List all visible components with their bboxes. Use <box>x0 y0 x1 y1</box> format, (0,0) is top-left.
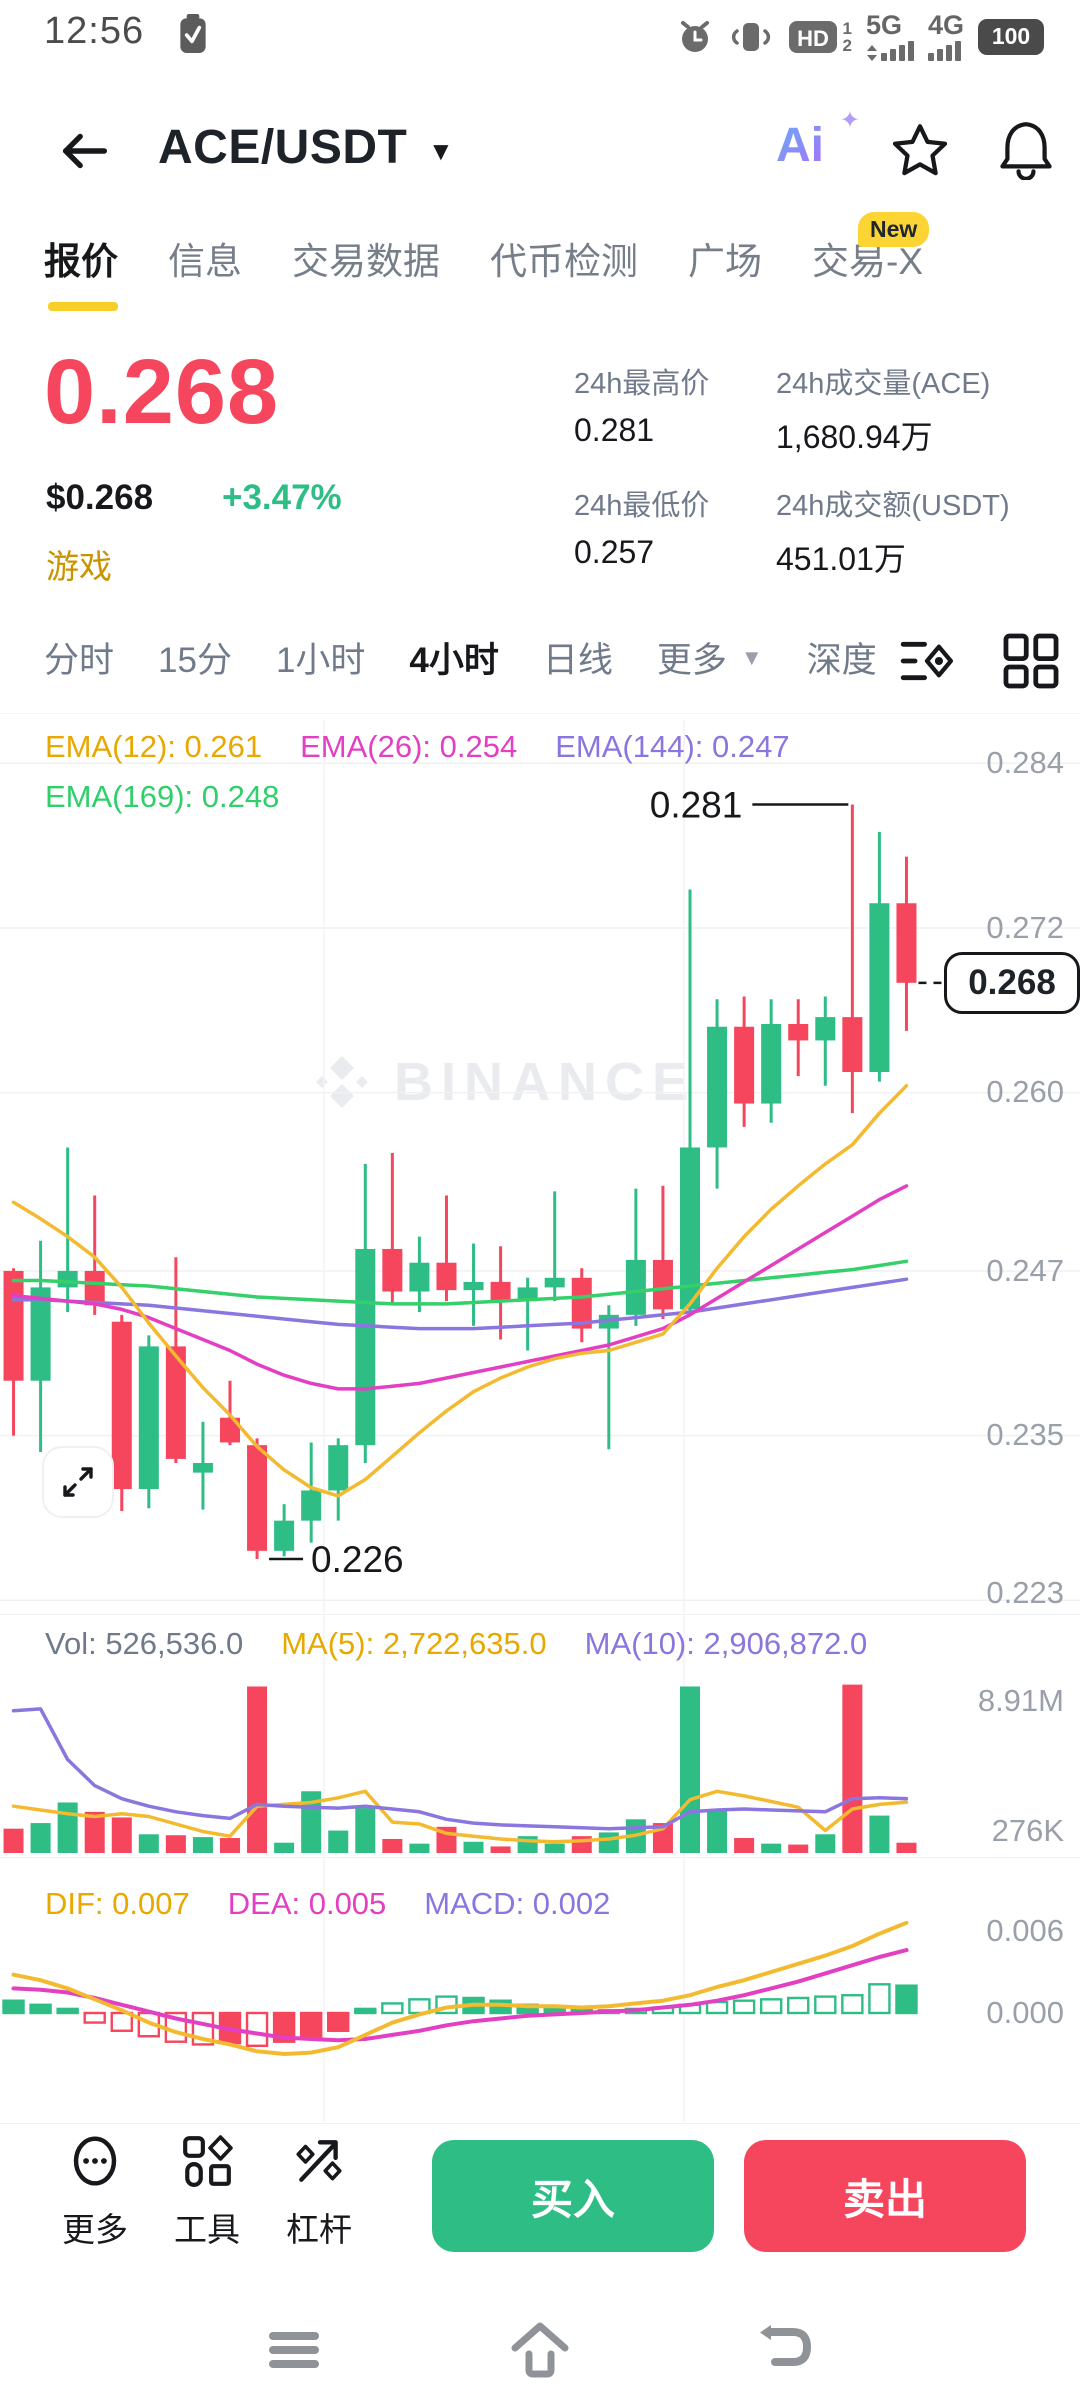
tab-quotes[interactable]: 报价 <box>44 241 118 282</box>
tools-button[interactable]: 工具 <box>152 2134 262 2251</box>
price-axis-tick: 0.223 <box>986 1575 1064 1610</box>
home-icon[interactable] <box>509 2322 571 2378</box>
vol-ma10-label: MA(10): 2,906,872.0 <box>584 1626 868 1661</box>
signal-5g-icon: 5G <box>866 12 914 61</box>
binance-watermark: BINANCE <box>310 1050 696 1114</box>
dif-label: DIF: 0.007 <box>45 1886 190 1921</box>
page-tabs: 报价 信息 交易数据 代币检测 广场 交易-X <box>44 236 923 288</box>
status-time: 12:56 <box>44 10 145 52</box>
ema26-label: EMA(26): 0.254 <box>300 729 518 764</box>
battery-check-icon <box>180 14 206 53</box>
alarm-clock-icon <box>680 20 709 52</box>
sell-button[interactable]: 卖出 <box>744 2140 1026 2252</box>
vol-label: Vol: 526,536.0 <box>45 1626 244 1661</box>
category-tag[interactable]: 游戏 <box>46 548 112 585</box>
binance-logo-icon <box>316 1056 368 1108</box>
tf-depth[interactable]: 深度 <box>806 641 877 680</box>
price-axis-tick: 0.284 <box>986 745 1064 780</box>
tf-4h[interactable]: 4小时 <box>409 641 499 680</box>
ema-legend-row1: EMA(12): 0.261 EMA(26): 0.254 EMA(144): … <box>45 729 790 765</box>
tf-more[interactable]: 更多 <box>656 641 727 680</box>
chart-area: BINANCE 0.281 0.226 EMA(12): 0.261 EMA(26… <box>0 713 1080 2124</box>
tab-trading-data[interactable]: 交易数据 <box>292 241 440 282</box>
pane-divider <box>0 1614 1080 1615</box>
ema12-label: EMA(12): 0.261 <box>45 729 263 764</box>
new-badge: New <box>858 212 930 247</box>
ema-legend-row2: EMA(169): 0.248 <box>45 779 279 815</box>
battery-icon: 100 <box>978 18 1044 55</box>
volume-axis-max: 8.91M <box>977 1683 1064 1718</box>
pane-divider <box>0 2123 1080 2124</box>
tab-info[interactable]: 信息 <box>168 241 242 282</box>
more-actions-button[interactable]: 更多 <box>40 2134 150 2251</box>
change-percent: +3.47% <box>222 478 342 517</box>
tab-token-check[interactable]: 代币检测 <box>490 241 638 282</box>
tools-grid-icon <box>183 2135 233 2187</box>
tf-1d[interactable]: 日线 <box>542 641 613 680</box>
price-axis-tick: 0.247 <box>986 1253 1064 1288</box>
svg-text:HD: HD <box>797 26 829 51</box>
stat-24h-low: 24h最低价 0.257 <box>574 490 710 570</box>
last-price: 0.268 <box>44 341 280 443</box>
signal-4g-icon: 4G <box>927 12 964 61</box>
dea-label: DEA: 0.005 <box>227 1886 387 1921</box>
leverage-button[interactable]: 杠杆 <box>264 2134 374 2251</box>
svg-text:0.226: 0.226 <box>311 1539 404 1580</box>
more-ellipsis-icon <box>73 2136 117 2186</box>
more-caret-icon: ▼ <box>740 644 763 670</box>
stat-24h-high: 24h最高价 0.281 <box>574 368 710 448</box>
back-arrow-icon[interactable] <box>56 122 114 180</box>
buy-button[interactable]: 买入 <box>432 2140 714 2252</box>
pane-divider <box>0 1857 1080 1858</box>
last-price-tag: 0.268 <box>944 952 1080 1014</box>
vol-ma5-label: MA(5): 2,722,635.0 <box>281 1626 547 1661</box>
leverage-arrow-icon <box>296 2140 342 2182</box>
volume-axis-min: 276K <box>991 1813 1064 1848</box>
expand-chart-button[interactable] <box>42 1446 114 1518</box>
sparkle-icon: ✦ <box>839 107 860 134</box>
back-nav-icon[interactable] <box>757 2324 815 2376</box>
active-tab-indicator <box>48 302 118 311</box>
price-chart[interactable]: 0.281 0.226 <box>0 714 1080 2124</box>
stat-24h-turnover: 24h成交额(USDT) 451.01万 <box>776 490 1010 577</box>
layout-grid-icon[interactable] <box>1000 630 1062 692</box>
menu-icon[interactable] <box>265 2326 323 2374</box>
stat-24h-volume: 24h成交量(ACE) 1,680.94万 <box>776 368 991 455</box>
tf-15m[interactable]: 15分 <box>158 641 232 680</box>
favorite-star-icon[interactable] <box>890 120 950 180</box>
macd-label: MACD: 0.002 <box>424 1886 611 1921</box>
tab-square[interactable]: 广场 <box>688 241 762 282</box>
notification-bell-icon[interactable] <box>996 118 1056 180</box>
price-axis-tick: 0.260 <box>986 1074 1064 1109</box>
svg-text:0.281: 0.281 <box>650 784 743 825</box>
tab-trade-x[interactable]: 交易-X <box>812 241 923 282</box>
pair-dropdown-caret-icon[interactable]: ▼ <box>428 136 454 166</box>
macd-axis-zero: 0.000 <box>986 1995 1064 2030</box>
tf-time[interactable]: 分时 <box>44 641 115 680</box>
ema144-label: EMA(144): 0.247 <box>555 729 790 764</box>
expand-icon <box>63 1467 93 1497</box>
macd-legend: DIF: 0.007 DEA: 0.005 MACD: 0.002 <box>45 1886 610 1922</box>
ai-assistant-button[interactable]: Ai ✦ <box>776 107 860 172</box>
macd-axis-max: 0.006 <box>986 1913 1064 1948</box>
ema169-label: EMA(169): 0.248 <box>45 779 280 814</box>
indicator-settings-icon[interactable] <box>896 630 958 692</box>
timeframe-bar: 分时 15分 1小时 4小时 日线 更多 ▼ 深度 <box>44 632 877 683</box>
action-b​ar: 更多 工具 杠杆 买入 卖出 <box>0 2128 1080 2292</box>
system-navbar <box>0 2300 1080 2400</box>
tf-1h[interactable]: 1小时 <box>275 641 366 680</box>
price-axis-tick: 0.272 <box>986 910 1064 945</box>
price-axis-tick: 0.235 <box>986 1417 1064 1452</box>
pair-title[interactable]: ACE/USDT <box>158 121 408 174</box>
vibrate-icon <box>731 22 770 51</box>
fiat-price: $0.268 <box>46 478 154 517</box>
volume-legend: Vol: 526,536.0 MA(5): 2,722,635.0 MA(10)… <box>45 1626 867 1662</box>
